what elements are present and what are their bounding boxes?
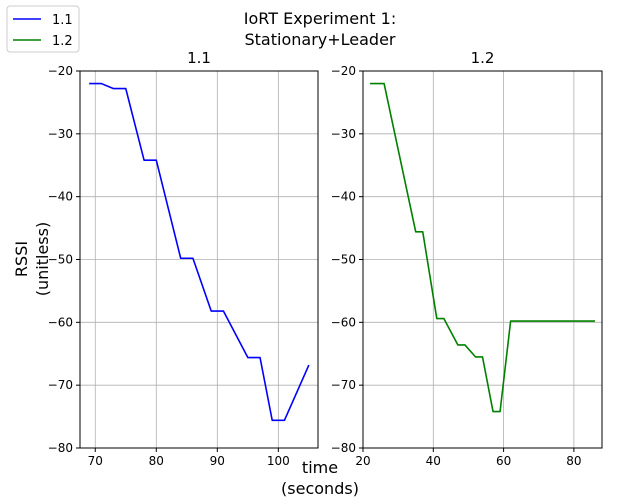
subplot-1-x-tick-label: 80 — [149, 454, 164, 468]
y-axis-label-line-1: RSSI — [12, 241, 31, 277]
subplot-2-title: 1.2 — [471, 49, 495, 67]
legend-label-1-2: 1.2 — [52, 34, 73, 49]
subplot-2-y-tick-label: −30 — [331, 127, 356, 141]
subplot-2-x-tick-label: 80 — [566, 454, 581, 468]
subplot-1-y-tick-label: −50 — [48, 253, 73, 267]
subplot-1-x-tick-label: 70 — [88, 454, 103, 468]
subplot-1-y-tick-label: −80 — [48, 441, 73, 455]
subplot-2-series-line — [370, 82, 595, 413]
x-axis-label-line-2: (seconds) — [281, 479, 359, 498]
subplot-1-series-line — [89, 82, 310, 422]
y-axis-label-line-2: (unitless) — [33, 222, 52, 296]
subplot-2-y-tick-label: −20 — [331, 64, 356, 78]
subplot-1-x-tick-label: 100 — [267, 454, 290, 468]
subplot-2-y-tick-label: −60 — [331, 315, 356, 329]
subplot-1-y-tick-label: −20 — [48, 64, 73, 78]
subplot-2-y-tick-label: −50 — [331, 253, 356, 267]
legend: 1.1 1.2 — [6, 5, 80, 53]
subplot-2-y-tick-label: −40 — [331, 190, 356, 204]
legend-label-1-1: 1.1 — [52, 13, 73, 28]
subplot-1-y-tick-label: −70 — [48, 378, 73, 392]
subplot-2-x-tick-label: 60 — [496, 454, 511, 468]
subplot-1-x-tick-label: 90 — [210, 454, 225, 468]
subplot-1-2: 20 40 60 80 −80 −70 −60 −50 −40 −30 −20 1.2 — [331, 49, 603, 468]
figure-title-line-2: Stationary+Leader — [245, 30, 396, 49]
subplot-1-1: 70 80 90 100 −80 −70 −60 −50 −40 −30 −20 1.1 — [48, 49, 319, 468]
subplot-1-title: 1.1 — [187, 49, 211, 67]
subplot-1-y-tick-label: −60 — [48, 315, 73, 329]
subplot-1-y-tick-label: −30 — [48, 127, 73, 141]
figure-title-line-1: IoRT Experiment 1: — [244, 9, 396, 28]
subplot-2-y-tick-label: −80 — [331, 441, 356, 455]
subplot-1-y-tick-label: −40 — [48, 190, 73, 204]
subplot-2-y-tick-label: −70 — [331, 378, 356, 392]
x-axis-label-line-1: time — [302, 458, 338, 477]
subplot-2-x-tick-label: 20 — [355, 454, 370, 468]
subplot-2-x-tick-label: 40 — [426, 454, 441, 468]
